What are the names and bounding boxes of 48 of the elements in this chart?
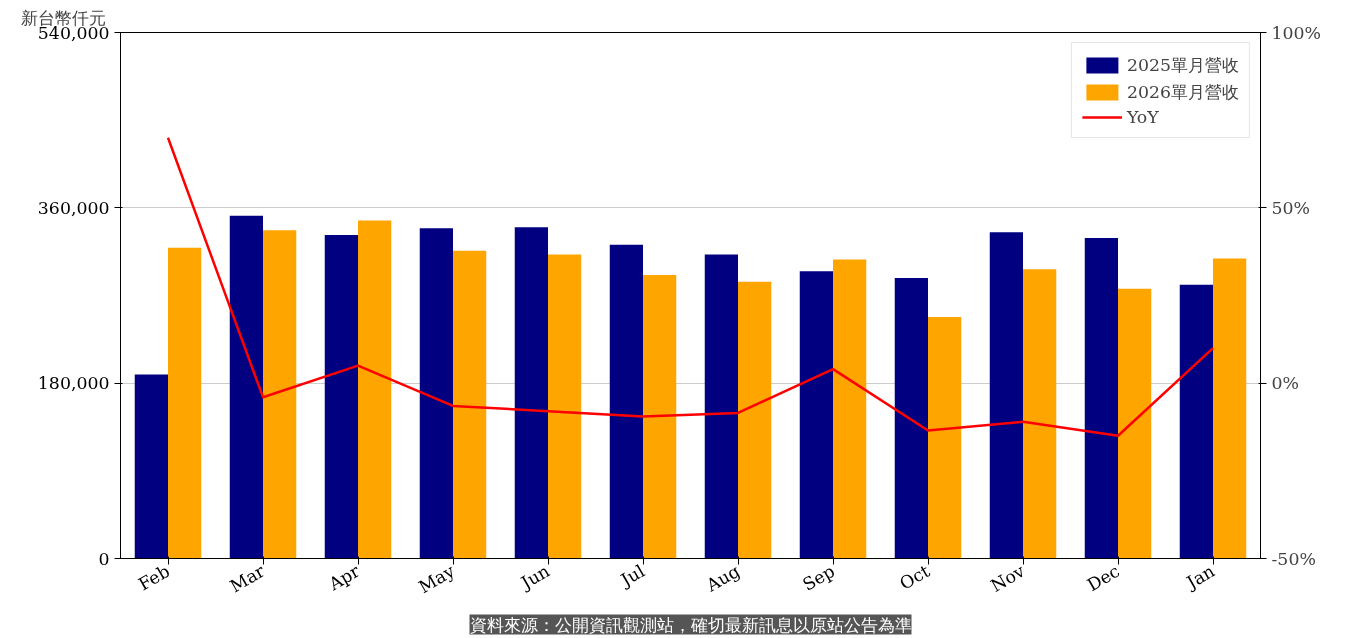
bar: [229, 215, 263, 559]
bar: [514, 227, 548, 559]
x-tick-label: Aug: [702, 560, 744, 597]
bar: [894, 277, 928, 559]
x-tick-label: Nov: [987, 560, 1029, 596]
bar: [704, 254, 738, 559]
x-tick-label: Feb: [134, 560, 174, 595]
x-tick-label: Apr: [324, 560, 364, 595]
y2-tick-label: 50%: [1271, 197, 1311, 218]
bar: [643, 275, 677, 559]
x-tick-label: Jun: [515, 560, 554, 594]
bar: [989, 232, 1023, 559]
bar: [1023, 269, 1057, 559]
source-note: 資料來源：公開資訊觀測站，確切最新訊息以原站公告為準: [469, 614, 912, 635]
legend-label: 2025單月營收: [1126, 54, 1239, 77]
bar: [358, 220, 392, 559]
x-tick-label: Oct: [896, 560, 934, 594]
y-tick-label: 180,000: [37, 373, 110, 394]
x-tick-label: Jan: [1181, 560, 1218, 594]
y-tick-label: 0: [98, 548, 110, 569]
x-tick-label: Mar: [226, 560, 269, 597]
bar: [134, 374, 168, 559]
x-tick-label: Jul: [615, 560, 649, 591]
y2-tick-label: 0%: [1271, 373, 1299, 394]
x-tick-label: May: [415, 560, 459, 598]
bar: [738, 281, 772, 559]
legend-label: 2026單月營收: [1126, 81, 1239, 104]
y-tick-label: 360,000: [37, 197, 110, 218]
y2-tick-label: 100%: [1271, 22, 1322, 43]
bar: [168, 247, 202, 559]
bar: [799, 271, 833, 559]
bar: [1084, 238, 1118, 559]
bar: [324, 235, 358, 559]
bar: [1179, 284, 1213, 559]
line-series: [166, 136, 1215, 438]
bar: [609, 244, 643, 559]
bar: [833, 259, 867, 559]
bar: [1118, 288, 1152, 559]
y2-tick-label: -50%: [1271, 548, 1316, 569]
bar: [453, 250, 487, 559]
bar: [263, 230, 297, 559]
legend-label: YoY: [1126, 107, 1159, 127]
bar: [928, 316, 962, 559]
x-tick-label: Dec: [1083, 560, 1124, 596]
x-tick-label: Sep: [799, 560, 838, 595]
bar: [1213, 258, 1247, 559]
bar: [419, 228, 453, 559]
bar: [548, 254, 582, 559]
